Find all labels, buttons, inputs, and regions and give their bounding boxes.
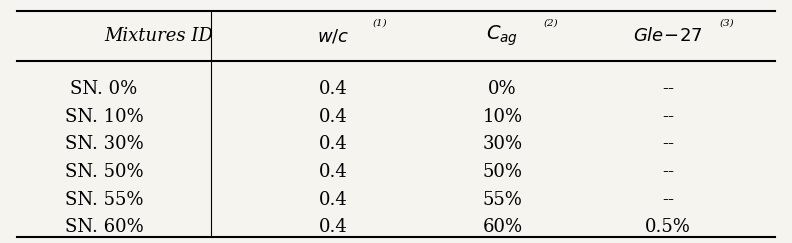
Text: 0.4: 0.4 — [318, 218, 347, 236]
Text: 10%: 10% — [482, 108, 523, 126]
Text: 30%: 30% — [482, 135, 523, 153]
Text: 55%: 55% — [482, 191, 523, 208]
Text: $C_{ag}$: $C_{ag}$ — [486, 24, 519, 48]
Text: 0.4: 0.4 — [318, 135, 347, 153]
Text: --: -- — [662, 108, 674, 126]
Text: SN. 10%: SN. 10% — [65, 108, 143, 126]
Text: (1): (1) — [372, 18, 387, 27]
Text: 50%: 50% — [482, 163, 523, 181]
Text: --: -- — [662, 163, 674, 181]
Text: SN. 50%: SN. 50% — [65, 163, 143, 181]
Text: --: -- — [662, 191, 674, 208]
Text: (2): (2) — [543, 18, 558, 27]
Text: SN. 0%: SN. 0% — [70, 80, 138, 98]
Text: SN. 60%: SN. 60% — [65, 218, 143, 236]
Text: 60%: 60% — [482, 218, 523, 236]
Text: SN. 30%: SN. 30% — [65, 135, 143, 153]
Text: --: -- — [662, 135, 674, 153]
Text: $Gle\!-\!27$: $Gle\!-\!27$ — [634, 27, 703, 45]
Text: --: -- — [662, 80, 674, 98]
Text: 0.5%: 0.5% — [645, 218, 691, 236]
Text: Mixtures ID: Mixtures ID — [104, 27, 213, 45]
Text: SN. 55%: SN. 55% — [65, 191, 143, 208]
Text: 0.4: 0.4 — [318, 163, 347, 181]
Text: 0.4: 0.4 — [318, 108, 347, 126]
Text: $w/c$: $w/c$ — [317, 27, 349, 45]
Text: 0.4: 0.4 — [318, 191, 347, 208]
Text: (3): (3) — [720, 18, 734, 27]
Text: 0.4: 0.4 — [318, 80, 347, 98]
Text: 0%: 0% — [488, 80, 517, 98]
